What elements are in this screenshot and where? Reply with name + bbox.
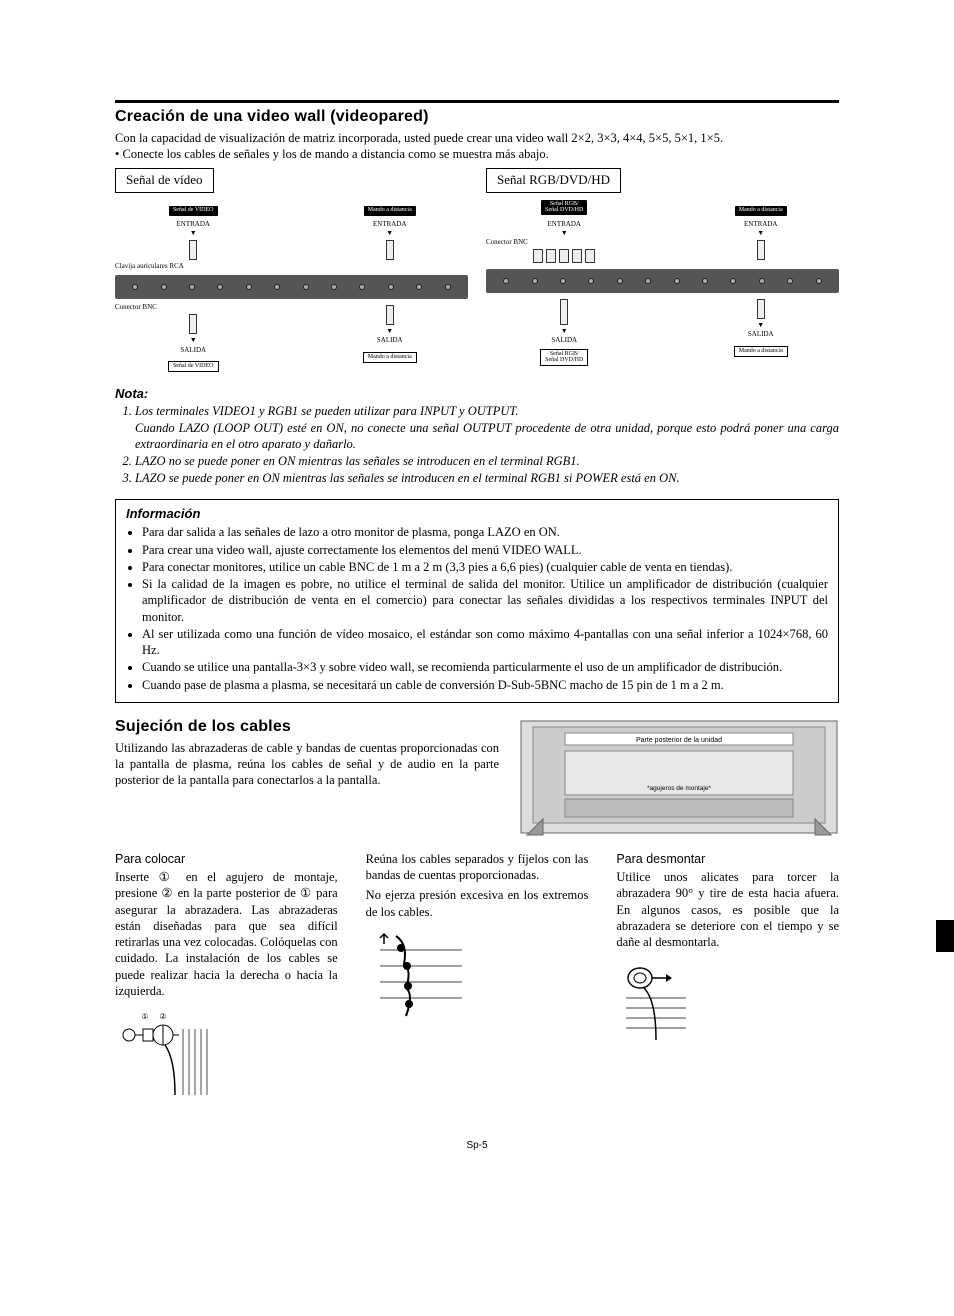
arrow-down-icon <box>115 229 272 238</box>
section1-intro: Con la capacidad de visualización de mat… <box>115 130 839 146</box>
diagramA-title: Señal de vídeo <box>115 168 214 193</box>
nota-item: LAZO se puede poner en ON mientras las s… <box>135 470 839 486</box>
info-box: Información Para dar salida a las señale… <box>115 499 839 703</box>
plug-icon <box>386 240 394 260</box>
diagA-salida2: SALIDA <box>312 336 469 345</box>
col1-head: Para colocar <box>115 851 338 867</box>
rca-plug-icon <box>189 240 197 260</box>
diagB-entrada1: ENTRADA <box>486 220 643 229</box>
svg-text:①: ① <box>141 1012 148 1021</box>
section1-bullet: • Conecte los cables de señales y los de… <box>115 146 839 162</box>
info-item: Cuando se utilice una pantalla-3×3 y sob… <box>142 659 828 675</box>
info-list: Para dar salida a las señales de lazo a … <box>126 524 828 693</box>
arrow-down-icon <box>486 327 643 336</box>
unit-back-figure: Parte posterior de la unidad *agujeros d… <box>519 717 839 837</box>
arrow-down-icon <box>683 321 840 330</box>
nota-heading: Nota: <box>115 386 839 403</box>
diagB-top-right: Mando a distancia <box>735 206 787 216</box>
info-item: Al ser utilizada como una función de víd… <box>142 626 828 659</box>
col-colocar: Para colocar Inserte ① en el agujero de … <box>115 851 338 1099</box>
arrow-down-icon <box>312 327 469 336</box>
diagA-top-right: Mando a distancia <box>364 206 416 216</box>
col2-text1: Reúna los cables separados y fíjelos con… <box>366 851 589 884</box>
section2-title: Sujeción de los cables <box>115 717 499 738</box>
col-reunir: Reúna los cables separados y fíjelos con… <box>366 851 589 1099</box>
diagB-salida2: SALIDA <box>683 330 840 339</box>
svg-text:②: ② <box>159 1012 166 1021</box>
col3-text: Utilice unos alicates para torcer la abr… <box>616 869 839 950</box>
arrow-down-icon <box>312 229 469 238</box>
diagram-rgb: Señal RGB/DVD/HD Señal RGB/ Señal DVD/HD… <box>486 168 839 372</box>
nota-list: Los terminales VIDEO1 y RGB1 se pueden u… <box>115 403 839 486</box>
info-heading: Información <box>126 506 828 523</box>
arrow-down-icon <box>683 229 840 238</box>
arrow-down-icon <box>486 229 643 238</box>
bnc-plug-icon <box>189 314 197 334</box>
diagA-top-left: Señal de VÍDEO <box>169 206 218 216</box>
diagram-row: Señal de vídeo Señal de VÍDEO ENTRADA Cl… <box>115 168 839 372</box>
arrow-down-icon <box>115 336 272 345</box>
diagA-entrada1: ENTRADA <box>115 220 272 229</box>
col2-text2: No ejerza presión excesiva en los extrem… <box>366 887 589 920</box>
dsub-plug-icon <box>560 299 568 325</box>
diagB-top-left: Señal RGB/ Señal DVD/HD <box>541 200 587 215</box>
mount-holes-label: *agujeros de montaje* <box>647 785 711 792</box>
info-item: Para dar salida a las señales de lazo a … <box>142 524 828 540</box>
diagramB-title: Señal RGB/DVD/HD <box>486 168 621 193</box>
info-item: Para conectar monitores, utilice un cabl… <box>142 559 828 575</box>
diagB-salida1: SALIDA <box>486 336 643 345</box>
col-desmontar: Para desmontar Utilice unos alicates par… <box>616 851 839 1099</box>
info-item: Cuando pase de plasma a plasma, se neces… <box>142 677 828 693</box>
fig-desmontar <box>616 960 726 1050</box>
section2-para: Utilizando las abrazaderas de cable y ba… <box>115 740 499 789</box>
rear-panel-strip <box>115 275 468 299</box>
fig-colocar: ① ② <box>115 1009 225 1099</box>
diagA-bot-left: Señal de VIDEO <box>168 361 219 373</box>
side-tab <box>936 920 954 952</box>
diagB-bot-left: Señal RGB/ Señal DVD/HD <box>540 349 588 366</box>
plug-icon <box>757 299 765 319</box>
back-label: Parte posterior de la unidad <box>636 737 722 744</box>
diagB-bnc-label: Conector BNC <box>486 238 643 247</box>
fig-reunir <box>366 930 476 1020</box>
section-rule <box>115 100 839 103</box>
plug-icon <box>386 305 394 325</box>
info-item: Si la calidad de la imagen es pobre, no … <box>142 576 828 625</box>
diagA-salida1: SALIDA <box>115 346 272 355</box>
diagA-entrada2: ENTRADA <box>312 220 469 229</box>
diagA-rca: Clavija auriculares RCA <box>115 262 272 271</box>
col1-text: Inserte ① en el agujero de montaje, pres… <box>115 869 338 999</box>
plug-icon <box>757 240 765 260</box>
section1-title: Creación de una video wall (videopared) <box>115 107 839 128</box>
diagA-bnc: Conector BNC <box>115 303 272 312</box>
nota-item: LAZO no se puede poner en ON mientras la… <box>135 453 839 469</box>
nota-item: Los terminales VIDEO1 y RGB1 se pueden u… <box>135 403 839 452</box>
info-item: Para crear una video wall, ajuste correc… <box>142 542 828 558</box>
diagA-bot-right: Mando a distancia <box>363 352 417 364</box>
three-columns: Para colocar Inserte ① en el agujero de … <box>115 851 839 1099</box>
diagram-video: Señal de vídeo Señal de VÍDEO ENTRADA Cl… <box>115 168 468 372</box>
page-number: Sp-5 <box>115 1139 839 1152</box>
bnc-row-icon <box>486 249 643 263</box>
diagB-entrada2: ENTRADA <box>683 220 840 229</box>
col3-head: Para desmontar <box>616 851 839 867</box>
diagB-bot-right: Mando a distancia <box>734 346 788 358</box>
rear-panel-strip <box>486 269 839 293</box>
